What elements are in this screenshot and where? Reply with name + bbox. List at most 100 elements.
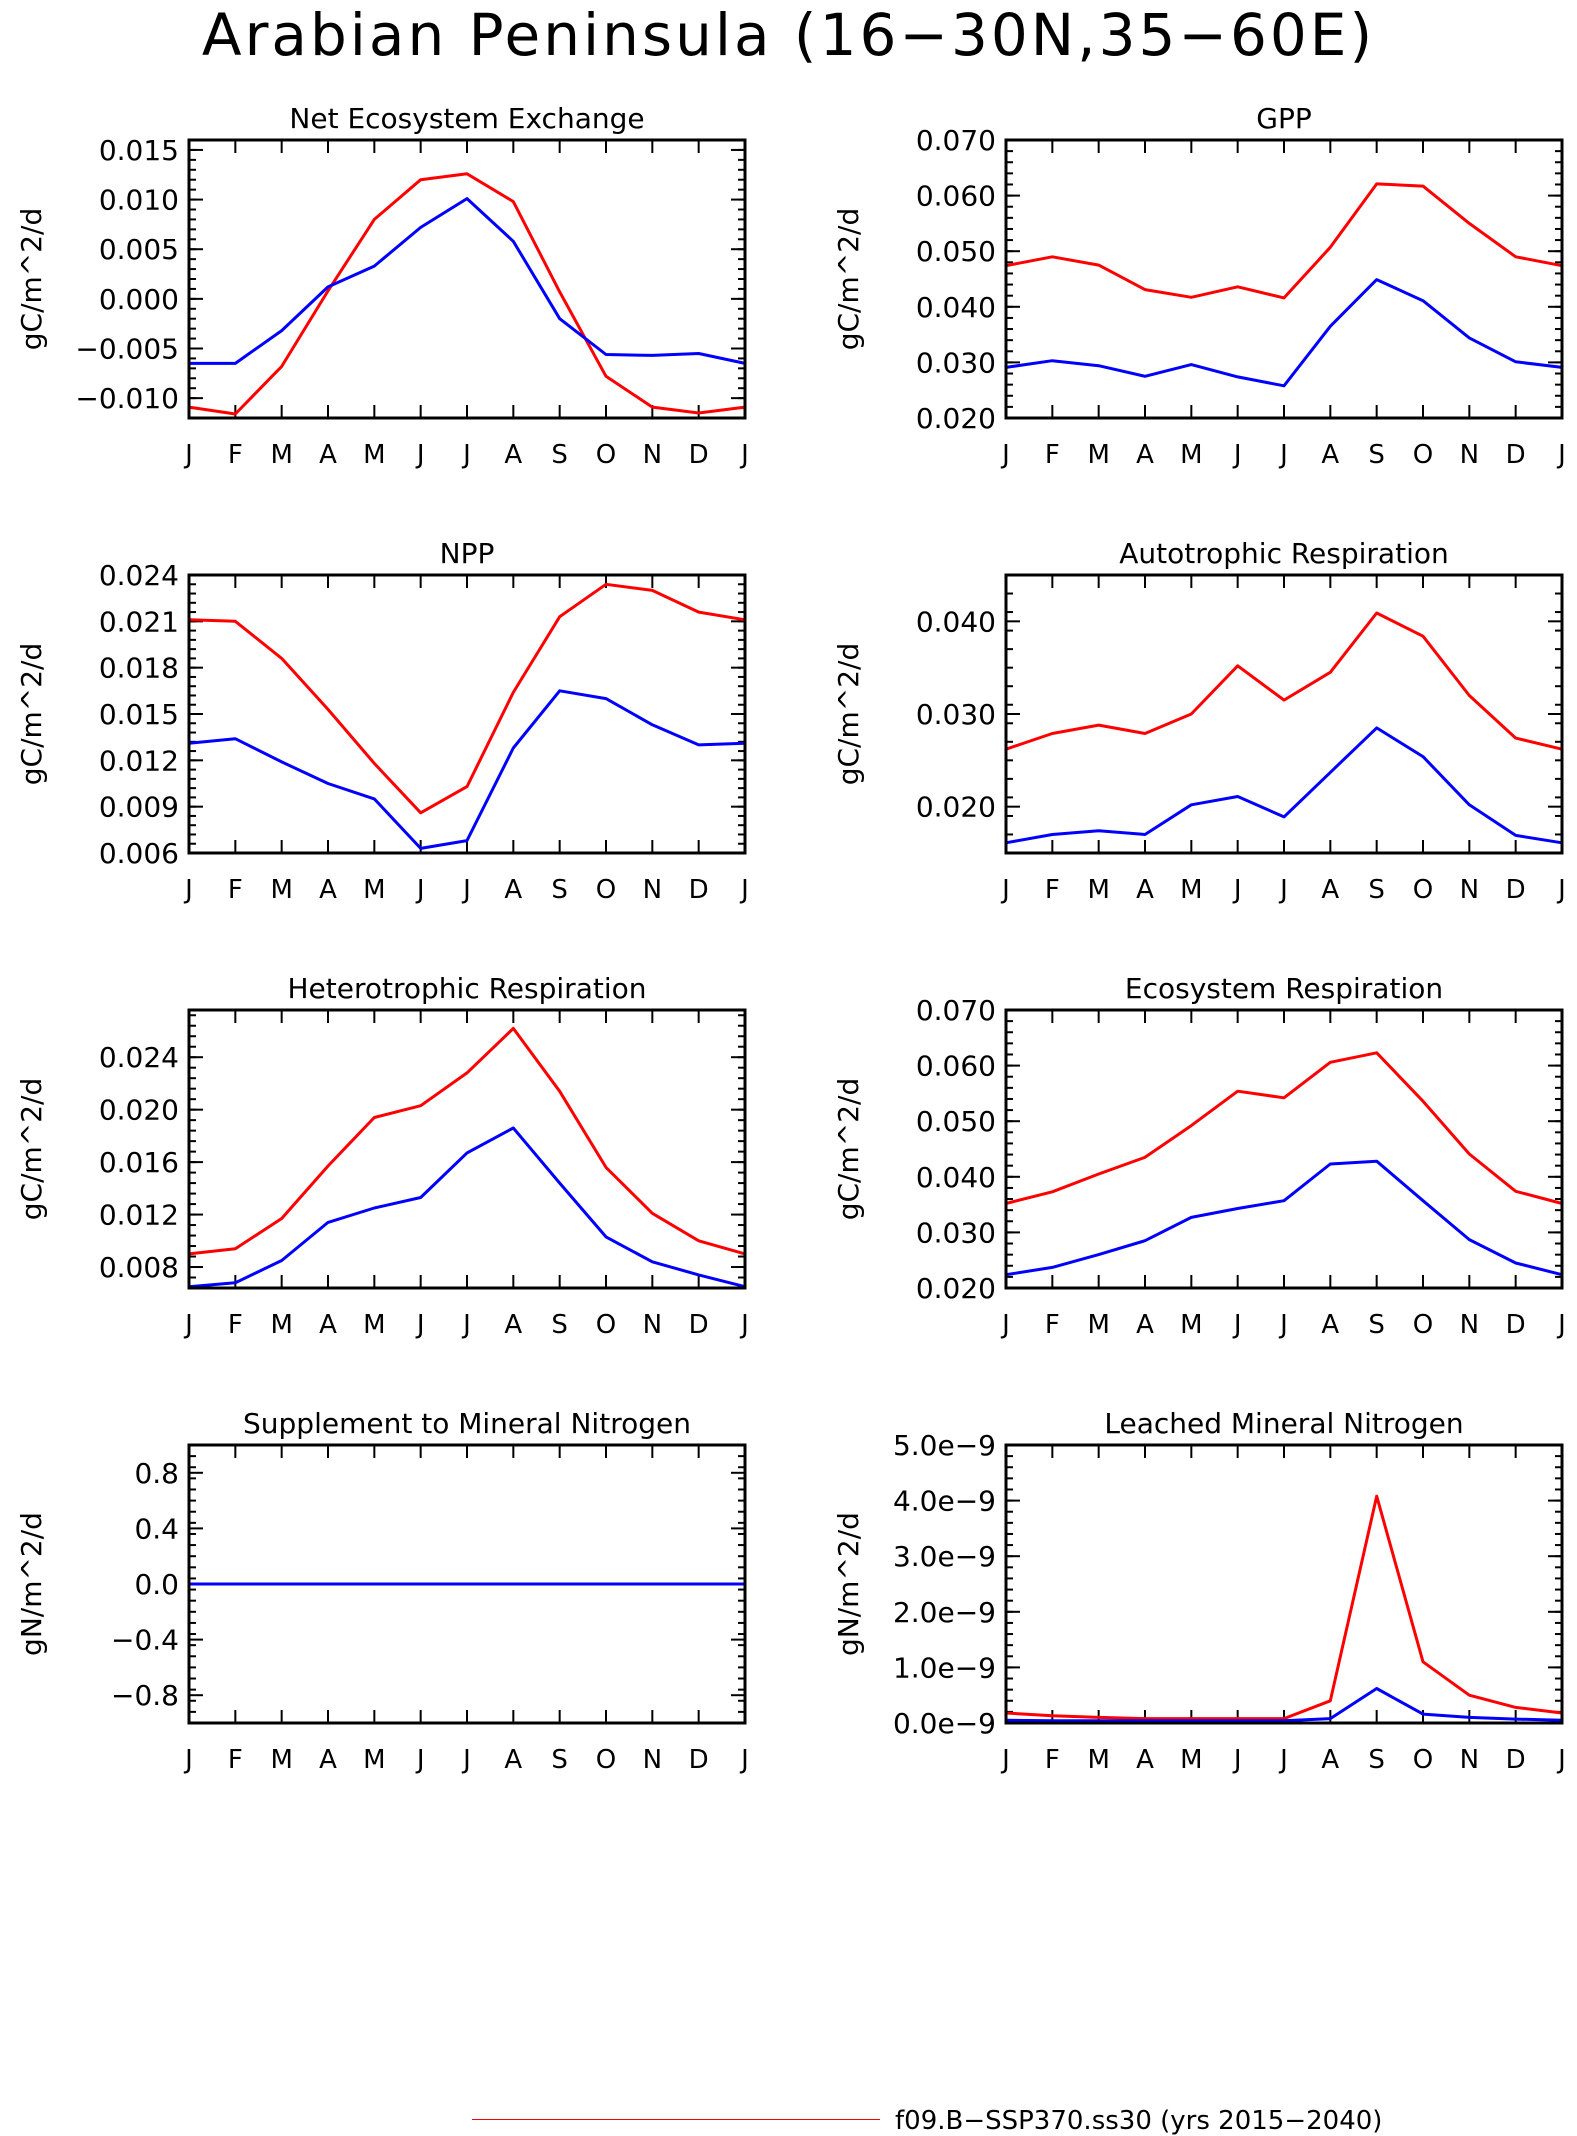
x-tick-label: J xyxy=(739,1310,749,1340)
y-tick-label: 0.8 xyxy=(134,1457,179,1490)
y-tick-label: 0.020 xyxy=(916,1272,996,1305)
x-tick-label: F xyxy=(1045,1745,1060,1775)
y-tick-label: 0.000 xyxy=(99,283,179,316)
y-tick-label: 0.060 xyxy=(916,180,996,213)
x-tick-label: N xyxy=(1460,875,1479,905)
plot-frame xyxy=(1004,573,1564,855)
x-tick-label: M xyxy=(1087,875,1109,905)
series-line-2 xyxy=(1005,1687,1563,1723)
x-tick-label: A xyxy=(504,875,522,905)
series-line-2 xyxy=(1005,726,1563,845)
panel-title: NPP xyxy=(440,537,495,570)
x-tick-label: J xyxy=(415,1310,425,1340)
plot-frame xyxy=(187,1443,747,1725)
x-tick-label: S xyxy=(1368,1745,1385,1775)
chart-panel-2: J F M A M J J A S O N D J0.0200.0300.0400.0500.0600.… xyxy=(832,102,1566,470)
x-tick-label: J xyxy=(1232,875,1242,905)
series-line-1 xyxy=(188,172,746,416)
x-tick-label: J xyxy=(739,1745,749,1775)
plot-frame xyxy=(187,1008,747,1290)
x-tick-label: F xyxy=(228,875,243,905)
x-tick-label: D xyxy=(689,440,709,470)
y-tick-label: 0.015 xyxy=(99,698,179,731)
series-line-1 xyxy=(1005,611,1563,751)
x-tick-label: J xyxy=(461,1310,471,1340)
x-tick-label: A xyxy=(1321,440,1339,470)
x-tick-label: J xyxy=(1232,440,1242,470)
y-tick-label: 0.020 xyxy=(916,791,996,824)
x-tick-label: J xyxy=(739,440,749,470)
x-tick-label: J xyxy=(1556,440,1566,470)
y-tick-label: 0.021 xyxy=(99,605,179,638)
x-tick-label: A xyxy=(504,1310,522,1340)
x-tick-label: F xyxy=(228,1310,243,1340)
y-axis-label: gN/m^2/d xyxy=(832,1512,865,1656)
x-tick-label: O xyxy=(596,875,616,905)
series-line-2 xyxy=(1005,1159,1563,1277)
plot-frame xyxy=(187,138,747,420)
x-tick-label: D xyxy=(1506,440,1526,470)
y-tick-label: 0.005 xyxy=(99,233,179,266)
plot-frame xyxy=(1004,1443,1564,1725)
y-axis-label: gC/m^2/d xyxy=(832,1078,865,1221)
tick-marks xyxy=(1005,1444,1563,1724)
series-line-1 xyxy=(188,582,746,815)
x-tick-label: J xyxy=(1278,1745,1288,1775)
x-tick-label: J xyxy=(461,440,471,470)
panel-title: Ecosystem Respiration xyxy=(1125,972,1443,1005)
x-tick-label: J xyxy=(1000,1745,1010,1775)
x-tick-label: J xyxy=(183,1310,193,1340)
y-tick-label: 0.060 xyxy=(916,1050,996,1083)
x-tick-label: J xyxy=(183,1745,193,1775)
x-tick-label: S xyxy=(551,1310,568,1340)
x-tick-label: O xyxy=(1413,1310,1433,1340)
panel-title: GPP xyxy=(1256,102,1311,135)
page-title: Arabian Peninsula (16−30N,35−60E) xyxy=(201,1,1376,69)
series-line-1 xyxy=(1005,182,1563,300)
y-tick-label: 0.4 xyxy=(134,1512,179,1545)
y-tick-label: 0.024 xyxy=(99,559,179,592)
x-tick-label: D xyxy=(1506,1745,1526,1775)
series-line-2 xyxy=(1005,278,1563,388)
series-line-2 xyxy=(189,197,746,365)
y-tick-label: 4.0e−9 xyxy=(893,1485,996,1518)
x-tick-label: J xyxy=(461,875,471,905)
x-tick-label: M xyxy=(1180,440,1202,470)
chart-panel-8: J F M A M J J A S O N D J0.0e−91.0e−92.0e−93.0e−94.0… xyxy=(832,1407,1566,1775)
plot-frame xyxy=(1004,138,1564,420)
tick-marks xyxy=(1005,1009,1563,1289)
y-tick-label: 0.018 xyxy=(99,652,179,685)
x-tick-label: O xyxy=(596,440,616,470)
x-tick-label: N xyxy=(643,1310,662,1340)
x-tick-label: J xyxy=(415,440,425,470)
x-tick-label: M xyxy=(270,875,292,905)
x-tick-label: O xyxy=(1413,440,1433,470)
x-tick-label: D xyxy=(689,1310,709,1340)
x-tick-label: A xyxy=(319,875,337,905)
chart-panel-3: J F M A M J J A S O N D J0.0060.0090.0120.0150.0180.… xyxy=(15,537,749,905)
panel-title: Heterotrophic Respiration xyxy=(288,972,647,1005)
x-tick-label: N xyxy=(1460,1745,1479,1775)
x-tick-label: M xyxy=(1087,1745,1109,1775)
y-axis-label: gC/m^2/d xyxy=(15,208,48,351)
x-tick-label: M xyxy=(1180,1310,1202,1340)
x-tick-label: A xyxy=(1136,440,1154,470)
tick-marks xyxy=(188,1010,746,1289)
x-tick-label: M xyxy=(1180,875,1202,905)
x-tick-label: M xyxy=(363,1310,385,1340)
x-tick-label: J xyxy=(1556,875,1566,905)
chart-panel-6: J F M A M J J A S O N D J0.0200.0300.0400.0500.0600.… xyxy=(832,972,1566,1340)
y-tick-label: 0.024 xyxy=(99,1041,179,1074)
x-tick-label: J xyxy=(1278,1310,1288,1340)
y-tick-label: 0.070 xyxy=(916,124,996,157)
y-tick-label: 0.030 xyxy=(916,1216,996,1249)
x-tick-label: S xyxy=(551,1745,568,1775)
x-tick-label: A xyxy=(319,440,337,470)
series-line-1 xyxy=(188,1026,746,1256)
x-tick-label: D xyxy=(1506,875,1526,905)
legend-label: f09.B−SSP370.ss30 (yrs 2015−2040) xyxy=(895,2106,1383,2136)
x-tick-label: J xyxy=(1232,1745,1242,1775)
x-tick-label: J xyxy=(461,1745,471,1775)
chart-panel-1: J F M A M J J A S O N D J−0.010−0.0050.0000.0050.010… xyxy=(15,102,749,470)
y-tick-label: 0.008 xyxy=(99,1251,179,1284)
